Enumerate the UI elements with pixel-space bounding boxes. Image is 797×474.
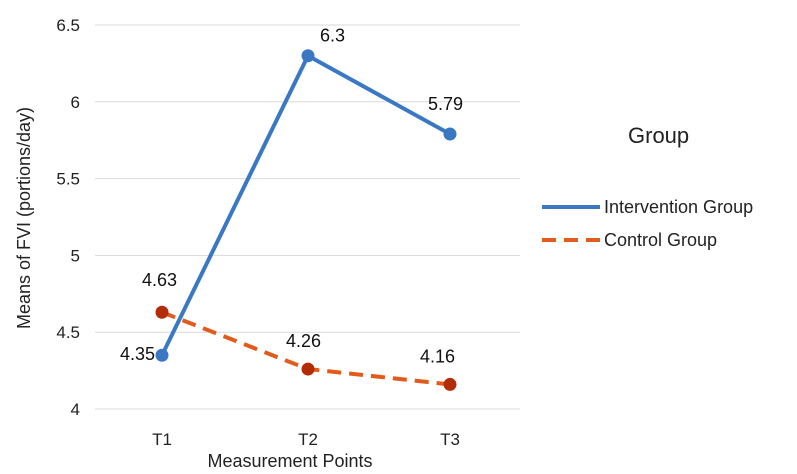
data-point	[301, 49, 315, 63]
y-tick-label: 5	[71, 246, 80, 265]
x-axis-title: Measurement Points	[207, 451, 372, 471]
x-tick-label: T2	[298, 430, 318, 449]
data-label: 6.3	[320, 26, 345, 46]
data-point	[443, 377, 457, 391]
data-point	[155, 305, 169, 319]
legend-entry: Control Group	[604, 230, 717, 250]
grid-lines	[95, 24, 520, 410]
x-axis-ticks: T1 T2 T3	[152, 430, 460, 449]
data-label: 4.26	[286, 331, 321, 351]
x-tick-label: T1	[152, 430, 172, 449]
data-point	[443, 127, 457, 141]
data-label: 5.79	[428, 94, 463, 114]
data-label: 4.63	[142, 270, 177, 290]
data-point	[301, 362, 315, 376]
y-tick-label: 4	[71, 400, 80, 419]
legend: Group Intervention Group Control Group	[542, 123, 753, 250]
y-tick-label: 4.5	[56, 323, 80, 342]
series-line-1	[160, 53, 451, 357]
data-point	[155, 348, 169, 362]
y-tick-label: 6.5	[56, 16, 80, 35]
legend-title: Group	[628, 123, 689, 148]
data-label: 4.35	[120, 344, 155, 364]
y-tick-label: 5.5	[56, 170, 80, 189]
data-labels: 4.35 6.3 5.79 4.63 4.26 4.16	[120, 26, 463, 367]
series-lines	[155, 49, 457, 391]
legend-entry: Intervention Group	[604, 197, 753, 217]
x-tick-label: T3	[440, 430, 460, 449]
data-label: 4.16	[420, 346, 455, 366]
y-tick-label: 6	[71, 93, 80, 112]
y-axis-ticks: 4 4.5 5 5.5 6 6.5	[56, 16, 80, 419]
y-axis-title: Means of FVI (portions/day)	[14, 107, 34, 329]
